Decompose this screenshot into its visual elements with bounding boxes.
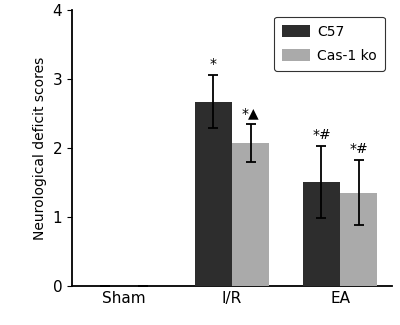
Bar: [195, 102, 232, 286]
Bar: [232, 143, 269, 286]
Bar: [303, 182, 340, 286]
Text: *: *: [210, 57, 217, 71]
Text: *#: *#: [350, 142, 368, 156]
Legend: C57, Cas-1 ko: C57, Cas-1 ko: [274, 17, 385, 71]
Text: *#: *#: [312, 128, 331, 142]
Y-axis label: Neurological deficit scores: Neurological deficit scores: [33, 56, 47, 240]
Bar: [340, 193, 378, 286]
Text: *▲: *▲: [242, 106, 260, 120]
